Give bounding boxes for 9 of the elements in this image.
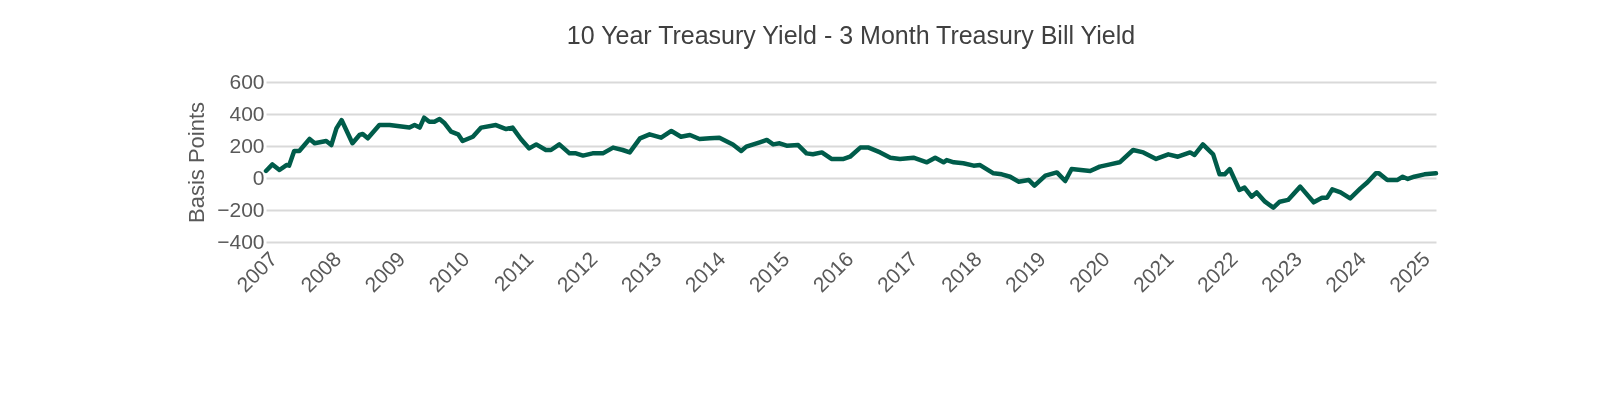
y-axis-title: Basis Points — [184, 101, 210, 224]
chart-title: 10 Year Treasury Yield - 3 Month Treasury Bill Yield — [566, 21, 1136, 49]
y-tick-label: −400 — [217, 229, 265, 253]
y-tick-label: 0 — [252, 165, 265, 189]
y-tick-label: 400 — [229, 101, 265, 125]
y-tick-label: 600 — [229, 69, 265, 93]
y-tick-label: 200 — [229, 133, 265, 157]
line-series — [263, 115, 1439, 210]
y-tick-label: −200 — [217, 197, 265, 221]
